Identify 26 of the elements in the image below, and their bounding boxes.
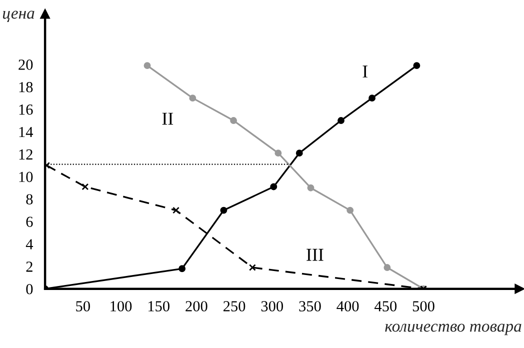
y-tick-label: 10 [19, 172, 33, 182]
y-tick-label: 14 [19, 126, 34, 138]
x-tick-label: 450 [374, 301, 397, 312]
y-axis-title: цена [2, 10, 34, 22]
y-tick-label: 18 [19, 82, 33, 92]
x-tick-label: 250 [224, 301, 246, 312]
x-tick-label: 100 [110, 301, 132, 312]
x-tick-label: 300 [261, 301, 284, 312]
y-tick-label: 0 [26, 284, 33, 294]
y-tick-label: 20 [18, 60, 33, 70]
y-tick-label: 2 [26, 262, 32, 272]
series-label: I [362, 66, 368, 78]
y-tick-label: 8 [26, 194, 33, 205]
x-axis-title: количество товара [385, 324, 522, 336]
x-tick-label: 400 [336, 301, 359, 312]
x-tick-label: 200 [186, 301, 208, 312]
x-tick-label: 50 [76, 301, 90, 312]
y-tick-label: 12 [19, 149, 32, 160]
series-label: II [162, 112, 174, 125]
y-tick-label: 4 [26, 239, 34, 250]
y-tick-label: 6 [26, 216, 33, 227]
x-tick-label: 350 [299, 301, 321, 312]
x-tick-label: 150 [148, 301, 170, 312]
x-tick-label: 500 [412, 301, 434, 312]
y-tick-label: 16 [19, 104, 33, 115]
series-label: III [306, 248, 324, 261]
